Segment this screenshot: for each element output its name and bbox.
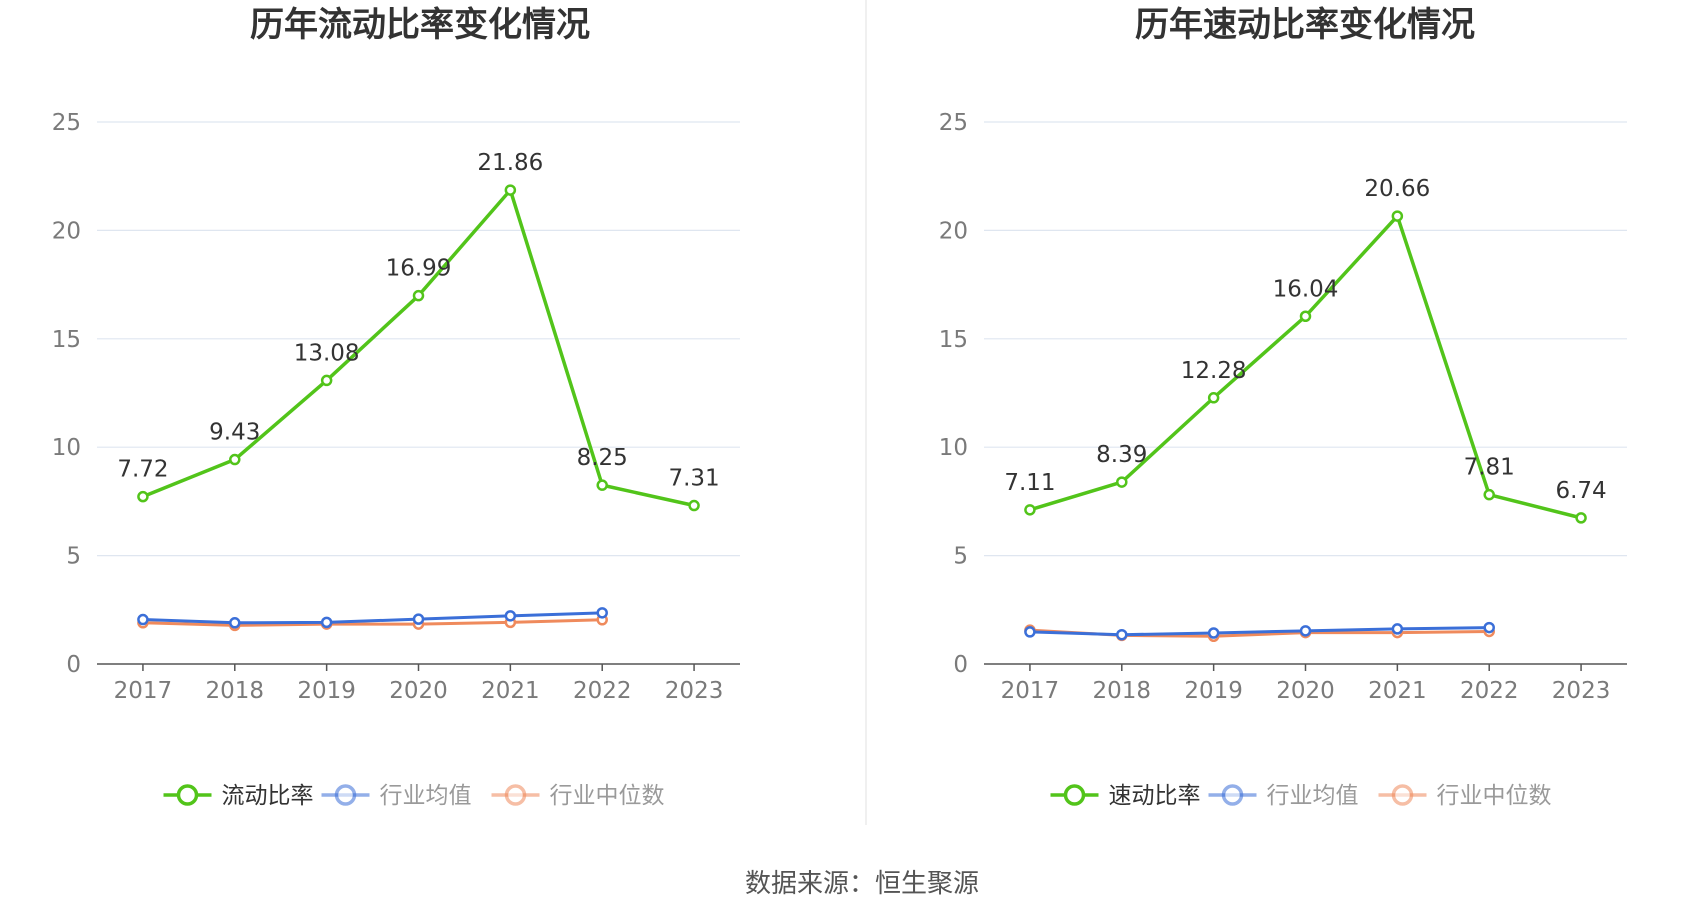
data-point-industry-average (1299, 625, 1312, 637)
legend-label: 行业均值 (1267, 783, 1359, 809)
chart-panel-current-ratio: 历年流动比率变化情况 0 5 10 15 20 25 2017 2018 2019 2020 2021… (52, 5, 740, 809)
data-point-industry-average (1116, 628, 1128, 641)
legend-item: 行业均值 (321, 783, 472, 809)
x-tick-label: 2021 (481, 678, 540, 704)
data-point-main (229, 453, 241, 466)
series-line-industry-average (1029, 626, 1490, 637)
legend-label: 流动比率 (222, 783, 314, 809)
y-tick-label: 25 (52, 110, 81, 136)
data-point-industry-average (1483, 621, 1495, 634)
legend-item: 行业均值 (1208, 783, 1359, 809)
chart-title: 历年速动比率变化情况 (1135, 5, 1475, 45)
x-tick-label: 2023 (1552, 678, 1611, 704)
data-point-main (137, 490, 149, 503)
legend-item: 行业中位数 (1378, 783, 1552, 809)
data-point-main (1391, 210, 1404, 222)
data-source: 数据来源：恒生聚源 (745, 869, 979, 899)
data-label: 7.81 (1464, 455, 1515, 481)
x-tick-label: 2020 (389, 678, 448, 704)
data-point-industry-average (412, 613, 425, 625)
data-point-industry-average (137, 613, 149, 626)
legend-item: 流动比率 (163, 783, 314, 809)
data-label: 6.74 (1555, 478, 1606, 504)
y-tick-label: 10 (939, 435, 968, 461)
y-tick-label: 15 (52, 327, 81, 353)
y-tick-label: 0 (953, 652, 968, 678)
data-point-industry-average (229, 617, 241, 629)
y-tick-label: 20 (939, 218, 968, 244)
legend-item: 速动比率 (1050, 783, 1201, 809)
x-tick-label: 2017 (1001, 678, 1060, 704)
y-tick-label: 25 (939, 110, 968, 136)
data-label: 7.11 (1004, 470, 1055, 496)
chart-panel-quick-ratio: 历年速动比率变化情况 0 5 10 15 20 25 2017 2018 2019 2020 2021… (939, 5, 1627, 809)
y-tick-label: 5 (66, 544, 81, 570)
data-label: 20.66 (1364, 176, 1430, 202)
series-line-industry-median (142, 618, 603, 627)
data-point-main (596, 479, 608, 491)
legend-label: 速动比率 (1109, 783, 1201, 809)
legend-marker (1063, 784, 1086, 806)
x-tick-label: 2022 (573, 678, 632, 704)
data-point-industry-average (596, 607, 608, 619)
legend-marker (504, 784, 527, 806)
legend-label: 行业均值 (380, 783, 472, 809)
y-tick-label: 15 (939, 327, 968, 353)
data-point-main (1024, 504, 1036, 516)
data-point-main (688, 499, 700, 512)
data-label: 7.31 (668, 466, 719, 492)
data-label: 9.43 (209, 420, 260, 446)
data-point-industry-average (1207, 627, 1220, 639)
data-label: 21.86 (477, 150, 543, 176)
x-tick-label: 2019 (1184, 678, 1243, 704)
x-tick-label: 2022 (1460, 678, 1519, 704)
data-point-industry-average (504, 610, 517, 622)
legend-marker (334, 784, 357, 806)
legend-label: 行业中位数 (1437, 783, 1552, 809)
data-point-main (1483, 488, 1495, 501)
y-tick-label: 20 (52, 218, 81, 244)
x-tick-label: 2018 (1093, 678, 1152, 704)
legend-marker (1391, 784, 1414, 806)
data-label: 16.04 (1273, 276, 1339, 302)
data-point-main (1116, 476, 1128, 488)
legend-label: 行业中位数 (550, 783, 665, 809)
y-tick-label: 0 (66, 652, 81, 678)
data-point-main (504, 184, 517, 196)
legend-marker (176, 784, 199, 806)
data-point-main (1299, 310, 1312, 323)
x-tick-label: 2017 (114, 678, 173, 704)
legend-item: 行业中位数 (491, 783, 665, 809)
data-label: 8.39 (1096, 442, 1147, 468)
data-label: 12.28 (1181, 358, 1247, 384)
x-tick-label: 2019 (297, 678, 356, 704)
x-tick-label: 2021 (1368, 678, 1427, 704)
x-tick-label: 2023 (665, 678, 724, 704)
data-point-industry-average (320, 616, 333, 629)
data-label: 13.08 (294, 340, 360, 366)
data-point-industry-average (1024, 626, 1036, 638)
data-label: 16.99 (386, 256, 452, 282)
x-tick-label: 2020 (1276, 678, 1335, 704)
y-tick-label: 10 (52, 435, 81, 461)
data-point-main (412, 289, 425, 302)
chart-title: 历年流动比率变化情况 (250, 5, 590, 45)
data-point-industry-average (1391, 623, 1404, 635)
data-label: 7.72 (117, 457, 168, 483)
legend-marker (1221, 784, 1244, 806)
x-tick-label: 2018 (206, 678, 265, 704)
data-label: 8.25 (577, 445, 628, 471)
data-point-main (320, 374, 333, 387)
series-line-industry-average (142, 611, 603, 625)
y-tick-label: 5 (953, 544, 968, 570)
data-point-main (1575, 512, 1587, 524)
data-point-main (1207, 392, 1220, 404)
